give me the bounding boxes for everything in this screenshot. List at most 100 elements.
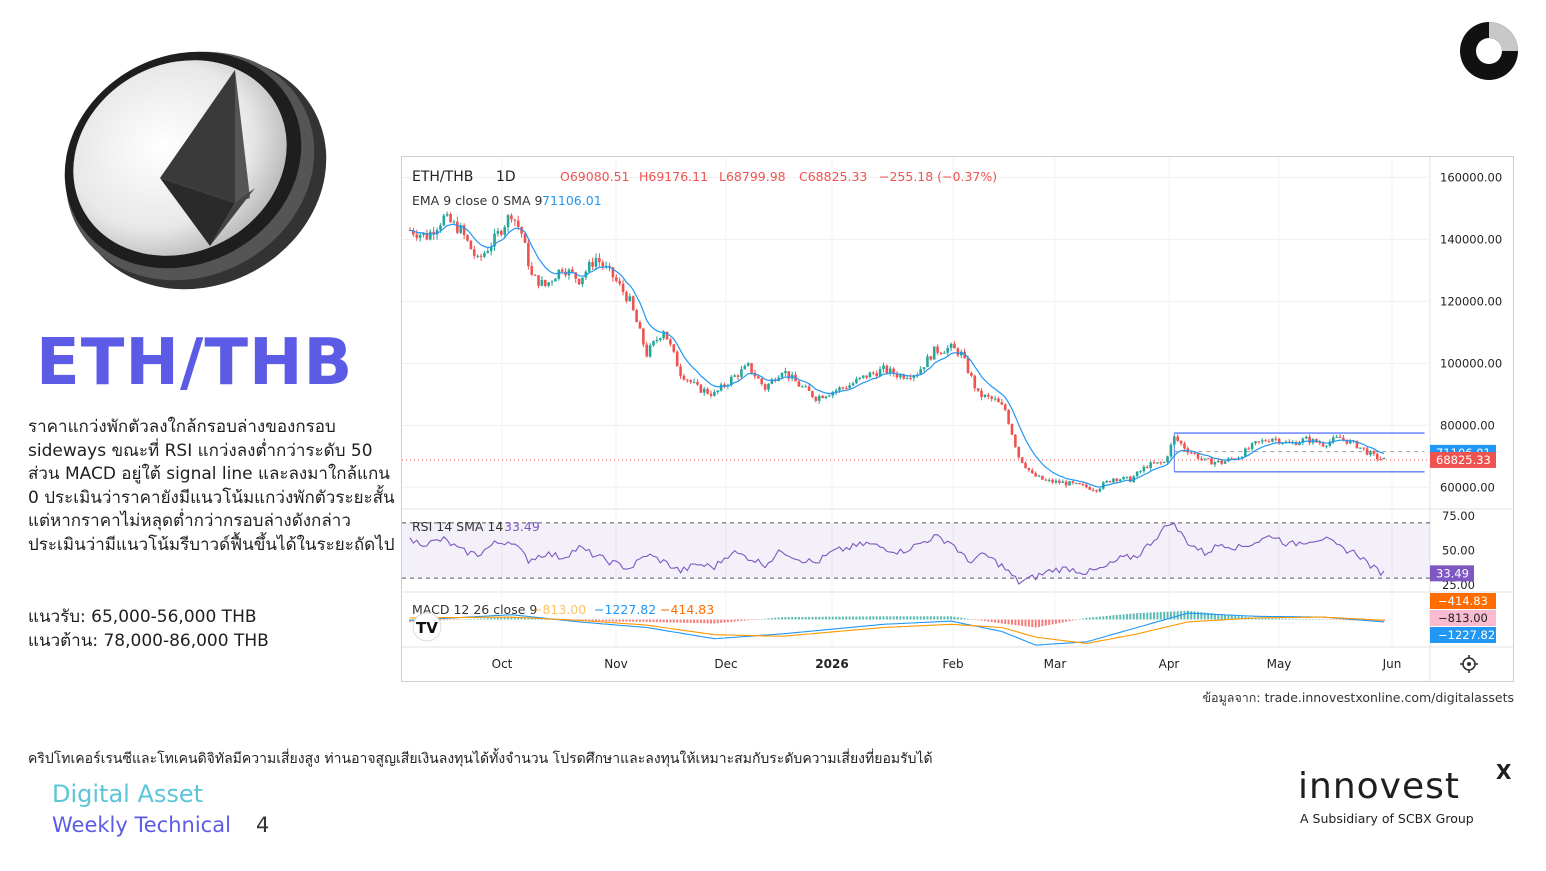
candle-body: [1382, 457, 1386, 460]
macd-histogram-bar: [1305, 619, 1308, 620]
macd-histogram-bar: [530, 618, 533, 620]
macd-histogram-bar: [588, 619, 591, 622]
macd-histogram-bar: [1058, 619, 1061, 624]
candle-body: [973, 375, 977, 389]
candle-body: [1257, 441, 1261, 443]
candle-body: [1240, 456, 1244, 458]
candle-body: [1206, 458, 1210, 460]
candle-body: [1098, 488, 1102, 492]
settings-gear-icon[interactable]: [1460, 655, 1478, 673]
macd-histogram-bar: [784, 617, 787, 620]
macd-line: [409, 612, 1385, 646]
macd-histogram-bar: [1268, 618, 1271, 620]
candle-body: [506, 215, 510, 228]
candle-body: [456, 221, 459, 233]
macd-histogram-bar: [1339, 619, 1342, 620]
macd-value-2: −1227.82: [594, 602, 656, 617]
macd-badge: −414.83: [1438, 594, 1488, 608]
candle-body: [618, 280, 621, 284]
macd-histogram-bar: [797, 616, 800, 620]
macd-histogram-bar: [868, 616, 871, 620]
candle-body: [642, 328, 645, 345]
time-tick-label: Nov: [604, 657, 627, 671]
macd-histogram-bar: [1119, 614, 1122, 620]
macd-histogram-bar: [459, 619, 462, 620]
macd-histogram-bar: [1034, 619, 1037, 628]
candle-body: [1372, 451, 1376, 454]
macd-histogram-bar: [953, 616, 956, 620]
macd-histogram-bar: [967, 618, 970, 620]
candle-body: [821, 395, 824, 399]
macd-histogram-bar: [615, 619, 618, 622]
macd-histogram-bar: [730, 619, 733, 622]
candle-body: [1156, 462, 1159, 464]
candle-body: [1054, 480, 1058, 483]
macd-histogram-bar: [997, 619, 1000, 624]
brand-logo-icon: [1460, 22, 1518, 80]
candle-body: [902, 374, 906, 379]
macd-histogram-bar: [601, 619, 604, 622]
macd-histogram-bar: [987, 619, 990, 622]
macd-histogram-bar: [1308, 619, 1311, 620]
candle-body: [442, 215, 446, 226]
time-tick-label: Dec: [714, 657, 737, 671]
macd-histogram-bar: [608, 619, 611, 622]
candle-body: [422, 233, 425, 235]
macd-histogram-bar: [1105, 615, 1108, 620]
candle-body: [523, 233, 527, 243]
candle-body: [445, 214, 449, 216]
macd-histogram-bar: [919, 616, 922, 620]
price-chart[interactable]: 160000.00 140000.00 120000.00 100000.00 8000…: [401, 156, 1514, 682]
candle-body: [885, 365, 889, 374]
candle-body: [1244, 448, 1247, 457]
chart-canvas[interactable]: 160000.00 140000.00 120000.00 100000.00 8000…: [402, 157, 1513, 681]
candle-body: [577, 278, 581, 285]
candle-body: [760, 378, 764, 385]
macd-histogram-bar: [757, 619, 760, 620]
macd-histogram-bar: [682, 619, 685, 623]
candle-body: [557, 269, 561, 279]
macd-histogram-bar: [970, 619, 973, 620]
macd-histogram-bar: [628, 619, 631, 622]
macd-histogram-bar: [1010, 619, 1013, 625]
candle-body: [750, 363, 753, 373]
candle-body: [953, 343, 956, 349]
candle-body: [1375, 453, 1379, 460]
rsi-value: 33.49: [504, 519, 540, 534]
candle-body: [513, 219, 517, 221]
candle-body: [520, 227, 523, 234]
candle-body: [493, 233, 496, 247]
rsi-tick-label: 75.00: [1442, 509, 1475, 523]
macd-histogram-bar: [696, 619, 699, 624]
macd-histogram-bar: [659, 619, 662, 623]
macd-histogram-bar: [1311, 619, 1314, 620]
macd-histogram-bar: [1129, 613, 1132, 620]
macd-histogram-bar: [936, 616, 939, 620]
macd-histogram-bar: [1048, 619, 1051, 625]
candle-body: [503, 227, 506, 235]
candle-body: [1162, 462, 1166, 464]
candle-body: [1342, 437, 1345, 440]
macd-histogram-bar: [774, 617, 777, 620]
candle-body: [1237, 457, 1240, 460]
candle-body: [1139, 471, 1142, 473]
candle-body: [946, 347, 950, 353]
candle-body: [500, 231, 503, 235]
macd-value-3: −414.83: [660, 602, 714, 617]
candle-body: [1085, 484, 1088, 488]
candle-body: [872, 372, 875, 374]
candle-body: [740, 369, 743, 377]
macd-histogram-bar: [973, 619, 976, 620]
candle-body: [1149, 462, 1152, 468]
time-tick-label: Mar: [1044, 657, 1067, 671]
candle-body: [1335, 436, 1338, 438]
candle-body: [1000, 402, 1004, 405]
macd-label: MACD 12 26 close 9: [412, 602, 537, 617]
candle-body: [1044, 479, 1048, 481]
macd-histogram-bar: [1345, 619, 1348, 621]
macd-histogram-bar: [611, 619, 614, 622]
macd-histogram-bar: [1004, 619, 1007, 624]
candle-body: [1027, 467, 1031, 471]
macd-histogram-bar: [1288, 618, 1291, 620]
macd-histogram-bar: [1065, 619, 1068, 622]
